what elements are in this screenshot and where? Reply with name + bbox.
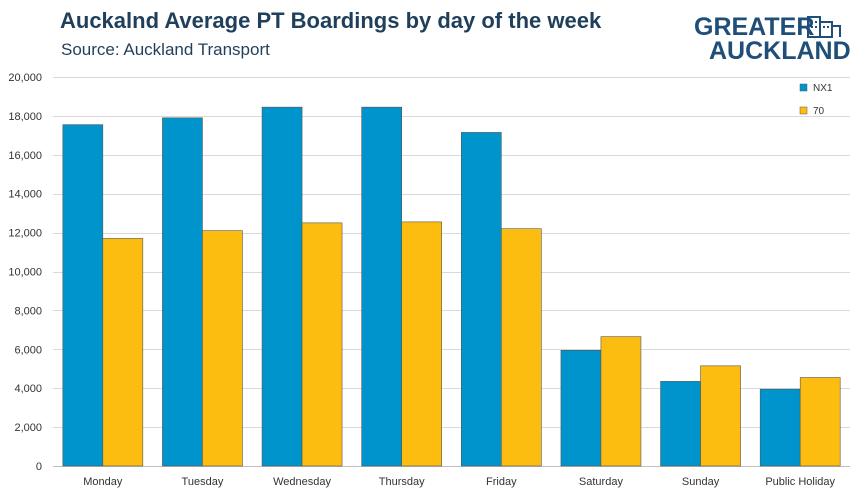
bar-nx1-tuesday (162, 117, 203, 467)
bar-70-thursday (401, 221, 442, 467)
bar-70-saturday (600, 336, 642, 467)
logo-text-auckland: AUCKLAND (709, 37, 851, 65)
x-category-label: Friday (486, 476, 517, 488)
y-tick-label: 14,000 (8, 189, 42, 201)
bar-70-friday (501, 228, 542, 467)
x-category-label: Wednesday (273, 476, 331, 488)
x-category-label: Monday (83, 476, 123, 488)
bar-70-sunday (700, 365, 741, 467)
legend-label: NX1 (813, 83, 833, 94)
x-category-label: Sunday (682, 476, 720, 488)
y-tick-label: 12,000 (8, 228, 42, 240)
y-axis: 0 2,000 4,000 6,000 8,000 10,000 12,000 14,000 1… (8, 72, 42, 473)
bar-nx1-monday (62, 124, 104, 467)
y-tick-label: 18,000 (8, 111, 42, 123)
skyline-icon (807, 16, 841, 38)
legend-swatch (799, 83, 808, 92)
chart-title: Auckalnd Average PT Boardings by day of … (60, 8, 602, 33)
x-category-label: Tuesday (182, 476, 224, 488)
x-axis: Monday Tuesday Wednesday Thursday Friday Satu… (83, 476, 835, 488)
bar-nx1-sunday (660, 381, 701, 467)
y-tick-label: 4,000 (14, 383, 42, 395)
bar-nx1-public-holiday (759, 388, 801, 467)
y-tick-label: 8,000 (14, 305, 42, 317)
y-tick-label: 6,000 (14, 344, 42, 356)
x-category-label: Saturday (579, 476, 624, 488)
bar-nx1-saturday (560, 349, 602, 467)
bars (62, 106, 841, 467)
y-tick-label: 10,000 (8, 267, 42, 279)
bar-70-tuesday (202, 230, 243, 467)
legend-label: 70 (813, 106, 825, 117)
bar-nx1-friday (461, 132, 502, 467)
bar-70-wednesday (301, 222, 343, 467)
chart-subtitle: Source: Auckland Transport (61, 40, 270, 59)
legend-swatch (799, 106, 808, 115)
x-category-label: Thursday (379, 476, 425, 488)
logo-text-greater: GREATER (694, 13, 815, 41)
legend: NX1 70 (799, 83, 833, 117)
y-tick-label: 2,000 (14, 422, 42, 434)
bar-70-monday (102, 238, 144, 467)
greater-auckland-logo: GREATER AUCKLAND (690, 12, 855, 64)
y-tick-label: 0 (36, 461, 42, 473)
bar-nx1-thursday (361, 106, 402, 467)
bar-70-public-holiday (799, 377, 841, 467)
bar-nx1-wednesday (261, 106, 303, 467)
x-category-label: Public Holiday (765, 476, 835, 488)
y-tick-label: 20,000 (8, 72, 42, 84)
y-tick-label: 16,000 (8, 150, 42, 162)
